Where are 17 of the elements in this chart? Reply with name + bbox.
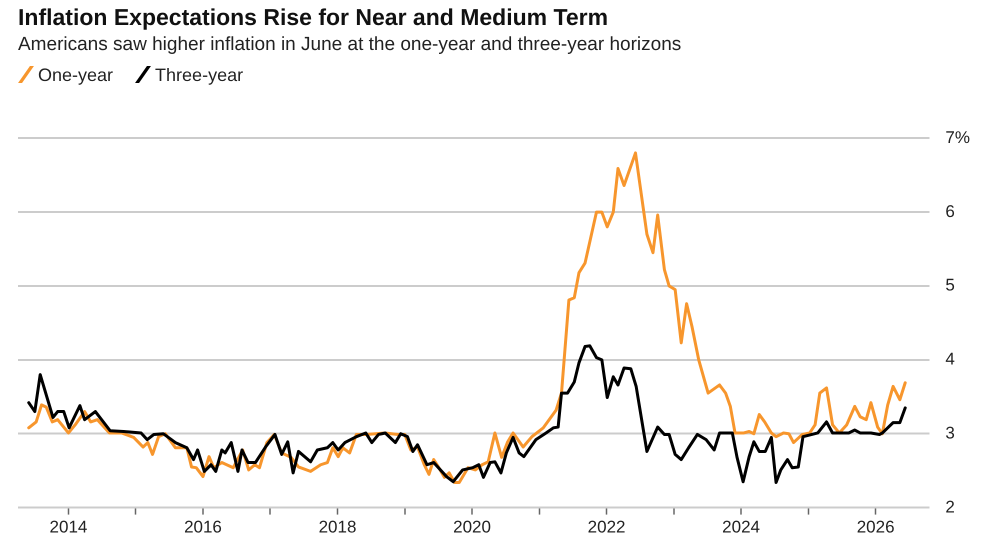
x-tick-label: 2014 xyxy=(50,517,88,536)
x-tick-label: 2016 xyxy=(184,517,222,536)
y-tick-label: 2 xyxy=(945,497,955,516)
y-tick-label: 3 xyxy=(945,423,955,442)
x-tick-label: 2026 xyxy=(856,517,895,536)
legend-label: One-year xyxy=(38,65,114,85)
x-tick-label: 2022 xyxy=(588,517,626,536)
x-tick-label: 2018 xyxy=(318,517,356,536)
y-tick-label: 6 xyxy=(945,202,955,221)
legend-label: Three-year xyxy=(155,65,244,85)
y-tick-label: 4 xyxy=(945,350,955,369)
x-tick-label: 2020 xyxy=(453,517,491,536)
chart-title: Inflation Expectations Rise for Near and Medium Term xyxy=(18,3,610,32)
y-tick-label: 5 xyxy=(945,276,955,295)
chart-subtitle: Americans saw higher inflation in June at the one-year and three-year horizons xyxy=(18,33,682,57)
y-tick-label: 7% xyxy=(945,128,970,147)
x-tick-label: 2024 xyxy=(722,517,760,536)
